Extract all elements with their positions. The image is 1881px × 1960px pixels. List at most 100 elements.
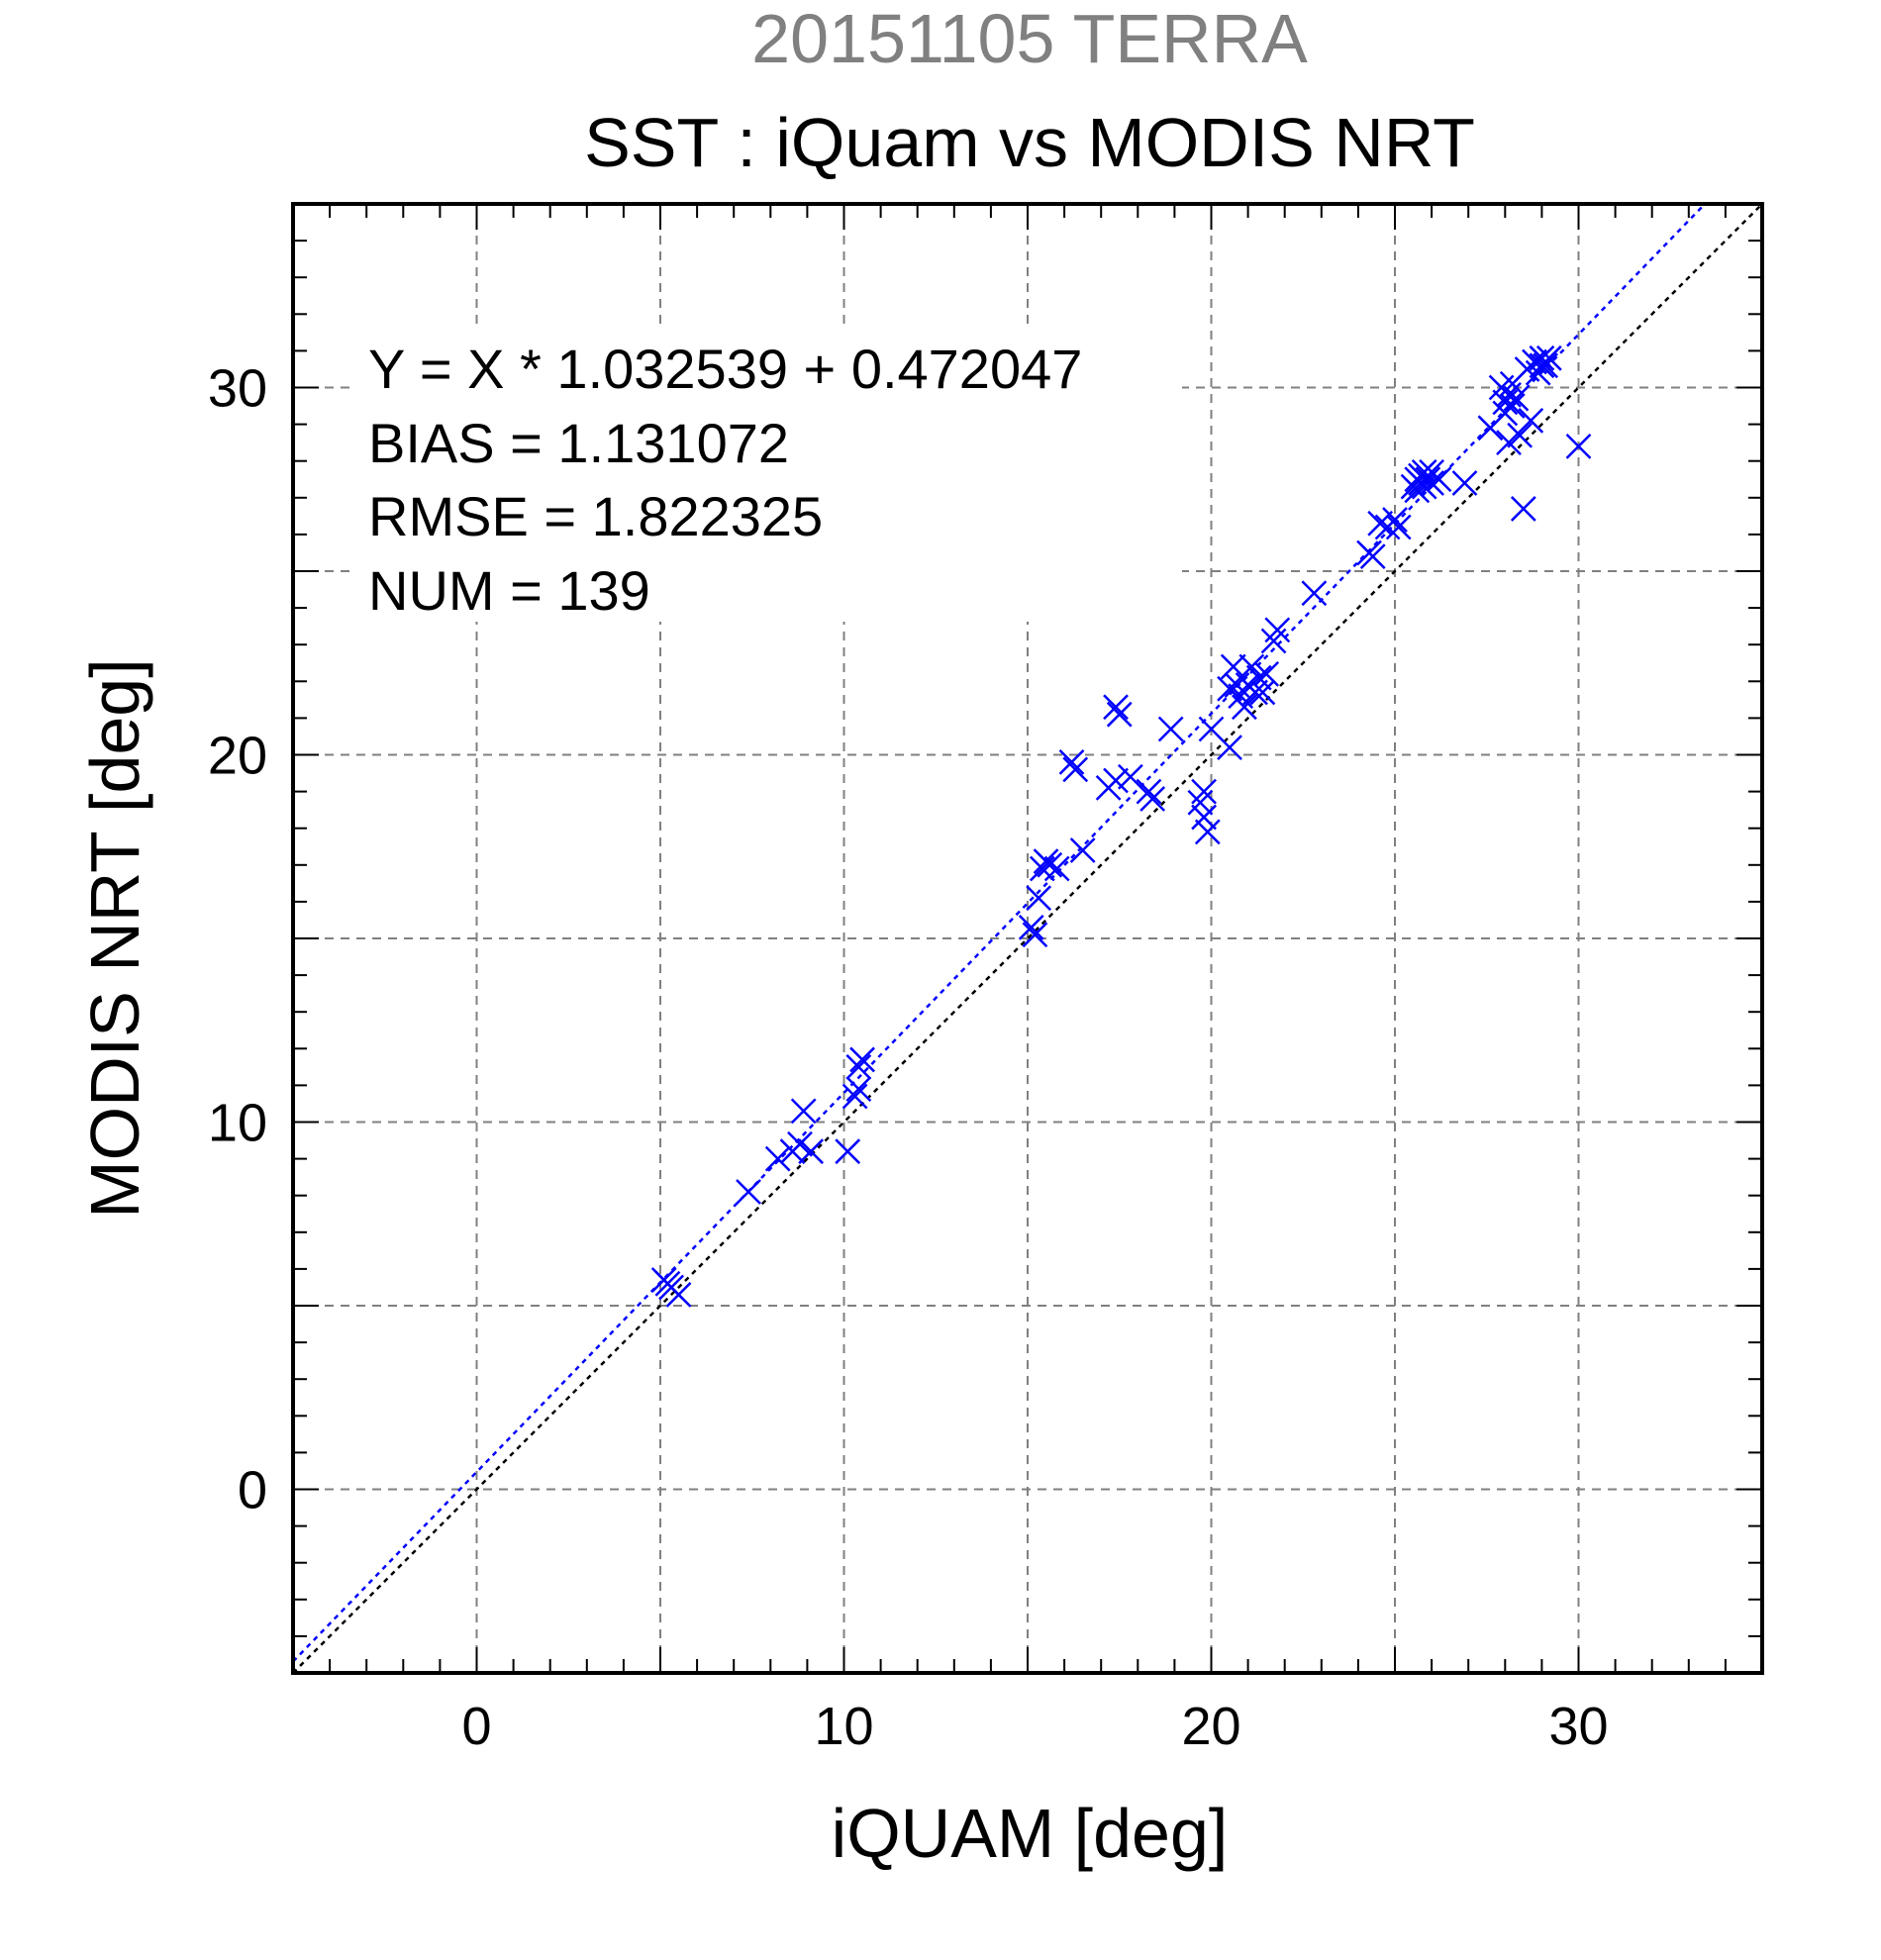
data-point [1451,470,1478,496]
data-point-stroke [1451,470,1478,496]
data-point-stroke [1503,385,1530,412]
data-point [1136,778,1162,805]
data-point-stroke [1106,701,1133,728]
data-point-stroke [845,1076,872,1102]
data-point [1385,514,1412,540]
data-point-stroke [1103,694,1129,721]
y-tick-label: 20 [208,727,267,786]
x-tick-label: 20 [1181,1697,1240,1756]
data-point-stroke [1496,430,1522,456]
data-point-stroke [1499,393,1526,419]
data-point [736,1179,761,1205]
data-point-stroke [1136,778,1162,805]
data-point [845,1076,872,1102]
data-point-stroke [1062,756,1089,783]
data-point-stroke [1419,470,1444,496]
data-point-stroke [1022,922,1048,948]
data-point-stroke [1217,735,1242,760]
data-point [1062,756,1089,783]
data-point-stroke [1242,679,1268,706]
data-point-stroke [1117,763,1143,790]
data-point [1058,749,1085,775]
data-point-stroke [790,1098,817,1125]
data-point [842,1083,868,1110]
data-point-stroke [1018,914,1044,940]
data-point [1232,694,1257,721]
data-point [1359,543,1386,570]
data-point [1029,855,1055,882]
data-point [1037,851,1063,878]
data-point-stroke [764,1145,791,1172]
data-point-stroke [845,1053,872,1080]
data-point [1419,470,1444,496]
data-point-stroke [1198,716,1225,742]
data-point [1426,466,1452,493]
data-point [798,1138,824,1165]
y-axis-label: MODIS NRT [deg] [76,658,153,1218]
data-point [1103,767,1129,794]
stats-box: Y = X * 1.032539 + 0.472047 BIAS = 1.131… [368,338,1082,622]
data-point-stroke [798,1138,824,1165]
data-point-stroke [1264,617,1291,643]
data-point [845,1053,872,1080]
data-point-stroke [1253,660,1280,687]
data-point-stroke [1194,819,1221,845]
data-point-stroke [835,1138,861,1165]
reference-lines [292,203,1763,1674]
data-point-stroke [1058,749,1085,775]
data-point-stroke [1069,837,1096,863]
data-point-stroke [1507,422,1534,448]
data-point-stroke [1510,496,1536,522]
data-point [1022,922,1048,948]
data-point [1245,664,1272,691]
data-point [665,1281,692,1308]
y-tick-label: 10 [208,1094,267,1153]
data-point-stroke [1245,664,1272,691]
y-tick-label: 0 [238,1461,267,1520]
data-point-stroke [1103,767,1129,794]
data-point-stroke [1217,675,1242,702]
data-point-stroke [1411,458,1437,485]
data-point [835,1138,861,1165]
data-point [764,1145,791,1172]
data-point-stroke [1191,804,1217,831]
x-tick-label: 10 [814,1697,873,1756]
x-tick-label: 0 [461,1697,491,1756]
data-point-stroke [1359,543,1386,570]
data-point [1496,430,1522,456]
data-point-stroke [1382,507,1408,533]
data-point-stroke [1224,672,1250,698]
data-point-stroke [1238,653,1265,680]
data-point [1499,393,1526,419]
data-point [1117,763,1143,790]
data-point [1253,660,1280,687]
chart-title: SST : iQuam vs MODIS NRT [584,104,1475,181]
date-title: 20151105 TERRA [751,0,1308,77]
data-point [1157,716,1184,742]
data-point [1503,385,1530,412]
data-point [1238,653,1265,680]
data-point-stroke [1139,786,1166,812]
data-point [1043,855,1070,882]
tick-labels: 0 10 20 30 0 10 20 30 [208,359,1609,1757]
data-point [1069,837,1096,863]
stats-background [354,331,1182,622]
data-point-stroke [1249,679,1276,706]
data-point-stroke [1522,348,1547,375]
data-point-stroke [665,1281,692,1308]
data-point-stroke [736,1179,761,1205]
data-point [787,1130,813,1157]
data-point [1191,804,1217,831]
data-point [849,1046,875,1073]
data-point [1507,422,1534,448]
y-tick-label: 30 [208,359,267,419]
data-point-stroke [1385,514,1412,540]
data-point-stroke [1191,778,1217,805]
data-point [1529,344,1555,371]
data-point-stroke [1533,352,1558,379]
data-points [650,344,1592,1308]
bias-value: BIAS = 1.131072 [368,412,789,474]
data-point-stroke [842,1083,868,1110]
data-point [1533,352,1558,379]
